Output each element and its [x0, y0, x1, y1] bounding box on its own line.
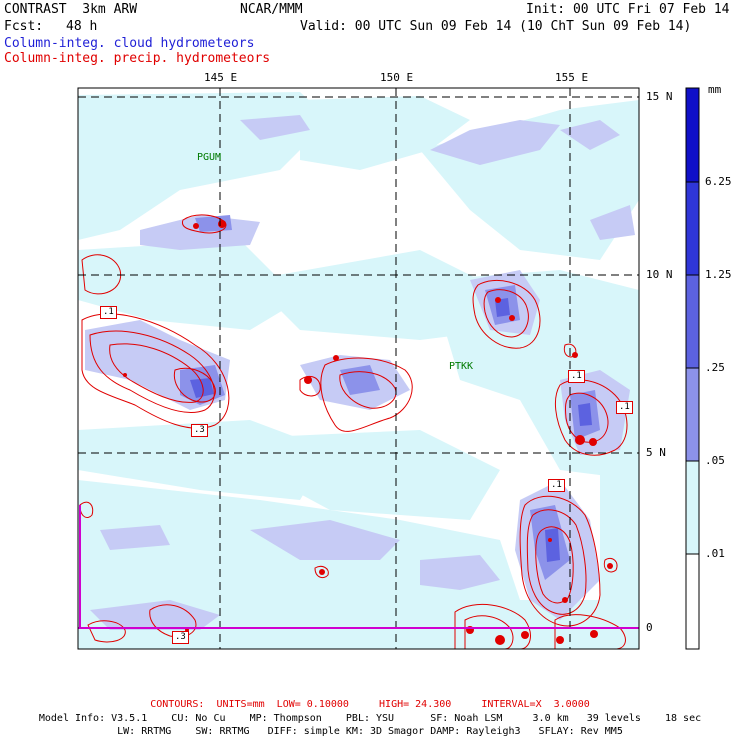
contours-info: CONTOURS: UNITS=mm LOW= 0.10000 HIGH= 24… — [150, 699, 590, 710]
lat-label-equator: 0 — [646, 621, 653, 634]
lat-label-15n: 15 N — [646, 90, 673, 103]
field-cloud-hydrometeors: Column-integ. cloud hydrometeors — [4, 36, 255, 51]
lat-lon-grid — [78, 88, 639, 649]
station-ptkk: PTKK — [449, 361, 474, 372]
model-title: CONTRAST 3km ARW — [4, 2, 138, 17]
model-info: Model Info: V3.5.1 CU: No Cu MP: Thompso… — [38, 713, 702, 724]
colorbar-segment-6 — [685, 87, 700, 183]
precip-contours — [79, 214, 628, 649]
station-pgum: PGUM — [197, 152, 222, 163]
contour-label: .1 — [100, 306, 117, 319]
colorbar-segment-4 — [685, 274, 700, 369]
colorbar — [685, 87, 700, 650]
forecast-label: Fcst: — [4, 19, 44, 34]
contour-label: .1 — [548, 479, 565, 492]
colorbar-tick: .01 — [705, 547, 725, 560]
contour-label: .1 — [616, 401, 633, 414]
contour-label: .1 — [568, 370, 585, 383]
colorbar-tick: 1.25 — [705, 268, 732, 281]
colorbar-segment-5 — [685, 181, 700, 276]
colorbar-tick: 6.25 — [705, 175, 732, 188]
colorbar-units: mm — [708, 83, 722, 96]
organization-label: NCAR/MMM — [240, 2, 303, 17]
lat-label-5n: 5 N — [646, 446, 666, 459]
lat-label-10n: 10 N — [646, 268, 673, 281]
init-time: Init: 00 UTC Fri 07 Feb 14 — [526, 2, 730, 17]
forecast-hours: 48 h — [66, 19, 98, 34]
colorbar-segment-3 — [685, 367, 700, 462]
map-frame — [77, 87, 640, 650]
colorbar-segment-2 — [685, 460, 700, 555]
field-precip-hydrometeors: Column-integ. precip. hydrometeors — [4, 51, 271, 66]
lon-label-150e: 150 E — [380, 71, 414, 84]
valid-time: Valid: 00 UTC Sun 09 Feb 14 (10 ChT Sun … — [300, 19, 692, 34]
model-info-physics: LW: RRTMG SW: RRTMG DIFF: simple KM: 3D … — [117, 726, 623, 737]
colorbar-tick: .25 — [705, 361, 725, 374]
lon-label-145e: 145 E — [204, 71, 238, 84]
contour-label: .3 — [191, 424, 208, 437]
lon-label-155e: 155 E — [555, 71, 589, 84]
contour-label: .3 — [172, 631, 189, 644]
colorbar-segment-1 — [685, 553, 700, 650]
colorbar-tick: .05 — [705, 454, 725, 467]
